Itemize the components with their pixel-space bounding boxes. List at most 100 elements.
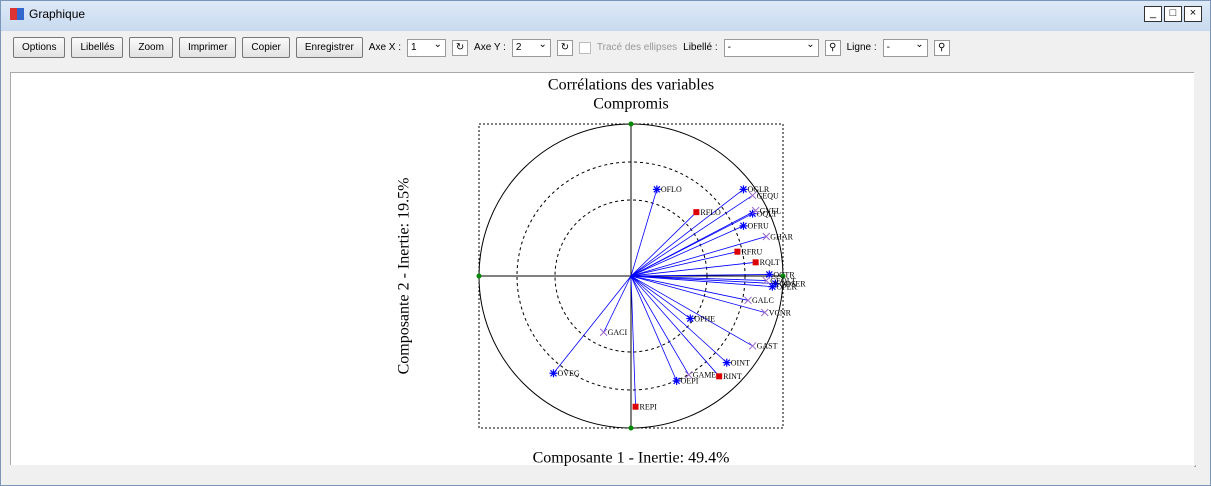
vector <box>630 275 776 284</box>
y-axis-label: Composante 2 - Inertie: 19.5% <box>396 178 413 375</box>
point <box>716 373 723 380</box>
button[interactable]: Options <box>13 37 66 58</box>
dropdown[interactable]: 2 <box>511 37 551 57</box>
axis-end <box>628 121 634 127</box>
point <box>748 342 757 350</box>
vector <box>630 211 697 277</box>
chart-subtitle: Compromis <box>593 96 669 113</box>
point-label: OINT <box>731 358 750 367</box>
point <box>744 296 752 305</box>
maximize[interactable]: □ <box>1164 6 1182 22</box>
point <box>686 314 695 323</box>
vector <box>630 275 753 347</box>
vector <box>630 195 753 277</box>
point <box>734 248 741 255</box>
vector <box>630 275 765 313</box>
point <box>739 221 748 230</box>
point <box>751 206 760 215</box>
point-label: GAME <box>693 371 717 380</box>
axis-end <box>476 273 482 279</box>
button[interactable]: Enregistrer <box>295 37 363 58</box>
button[interactable]: Copier <box>242 37 290 58</box>
vector <box>553 275 632 374</box>
point <box>549 369 558 378</box>
point <box>762 232 771 241</box>
button[interactable]: Libellés <box>71 37 124 58</box>
search-icon[interactable]: ⚲ <box>824 39 841 56</box>
window-controls: _ □ × <box>1144 6 1202 22</box>
point <box>693 209 700 216</box>
vector <box>630 275 690 376</box>
point <box>652 185 661 194</box>
point-label: OEPI <box>681 377 699 386</box>
axis-end <box>628 425 634 431</box>
point-label: OVEG <box>557 369 579 378</box>
point <box>765 270 774 279</box>
vertical-scrollbar[interactable] <box>1194 72 1210 465</box>
refresh-icon[interactable]: ↻ <box>556 39 573 56</box>
dropdown[interactable]: - <box>723 37 819 57</box>
label: Axe X : <box>368 42 402 53</box>
point <box>672 376 681 385</box>
point-label: RFLO <box>700 208 721 217</box>
axis-end <box>780 273 786 279</box>
vector <box>630 261 756 277</box>
refresh-icon[interactable]: ↻ <box>452 39 469 56</box>
title-bar: Graphique _ □ × <box>1 1 1210 31</box>
point-label: GAST <box>757 342 778 351</box>
point-label: OCTR <box>773 270 795 279</box>
point-label: OFRU <box>747 222 769 231</box>
point <box>762 276 771 285</box>
vector <box>630 275 767 281</box>
point-label: GALC <box>752 296 774 305</box>
point-label: GEQU <box>757 191 779 200</box>
vector <box>630 251 738 277</box>
point-label: GHAR <box>770 232 793 241</box>
toolbar: Options Libellés Zoom Imprimer Copier En… <box>13 37 950 58</box>
point <box>632 403 639 410</box>
button[interactable]: Zoom <box>129 37 173 58</box>
vector <box>630 275 636 407</box>
dropdown[interactable]: 1 <box>407 37 447 57</box>
chart-title: Corrélations des variables <box>548 77 714 94</box>
button[interactable]: Imprimer <box>178 37 237 58</box>
point-label: ODSER <box>779 279 806 288</box>
point <box>771 279 780 288</box>
x-axis-label: Composante 1 - Inertie: 49.4% <box>533 450 730 467</box>
point-label: OPHE <box>694 314 715 323</box>
point <box>760 308 769 317</box>
vector <box>603 275 632 333</box>
point <box>722 358 731 367</box>
minimize[interactable]: _ <box>1144 6 1162 22</box>
point-label: OQLT <box>757 210 778 219</box>
vector <box>630 275 691 319</box>
label: Tracé des ellipses <box>596 42 678 53</box>
close[interactable]: × <box>1184 6 1202 22</box>
point-label: REPI <box>640 403 658 412</box>
dropdown[interactable]: - <box>882 37 928 57</box>
point-label: OFLO <box>661 185 682 194</box>
point <box>599 328 608 337</box>
vector <box>630 275 728 363</box>
label: Ligne : <box>846 42 877 53</box>
plot-area <box>10 72 1196 467</box>
point-label: RFRU <box>741 248 762 257</box>
vector <box>630 274 770 277</box>
vector <box>630 275 773 288</box>
search-icon[interactable]: ⚲ <box>933 39 950 56</box>
point <box>684 370 693 379</box>
vector <box>630 189 744 277</box>
checkbox[interactable] <box>578 41 591 54</box>
vector <box>630 275 749 301</box>
vector <box>630 275 677 382</box>
label: Libellé : <box>683 42 718 53</box>
point-label: GEQLT <box>770 276 796 285</box>
horizontal-scrollbar[interactable] <box>10 465 1194 481</box>
label: Axe Y : <box>474 42 506 53</box>
point-label: RINT <box>723 372 742 381</box>
app-icon <box>10 8 24 20</box>
vector <box>630 189 658 277</box>
point <box>748 191 757 200</box>
